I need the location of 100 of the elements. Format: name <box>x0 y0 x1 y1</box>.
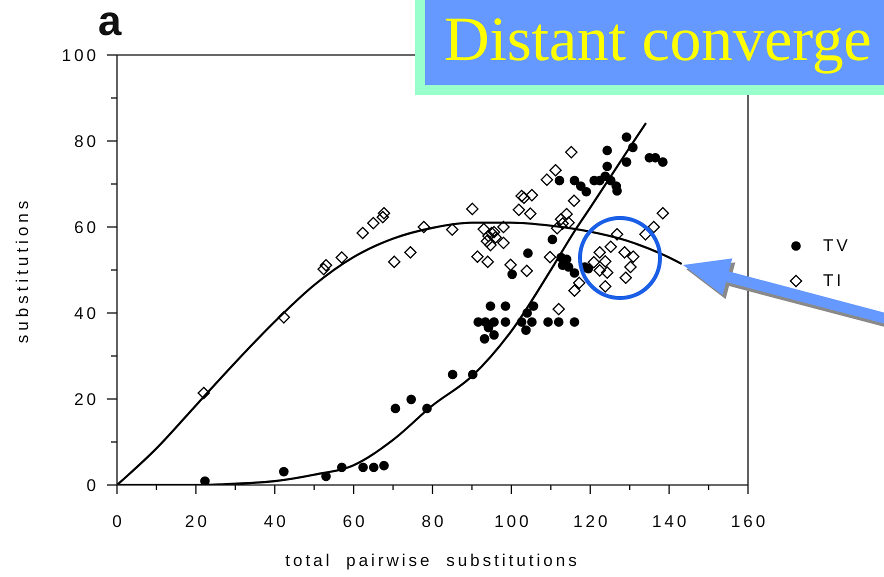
point <box>388 256 400 268</box>
point <box>500 317 510 327</box>
point <box>466 202 479 216</box>
point <box>507 270 517 280</box>
point <box>560 208 573 220</box>
point <box>602 146 612 156</box>
point <box>544 250 556 264</box>
point <box>321 472 331 482</box>
point <box>480 234 494 248</box>
point <box>598 255 612 268</box>
point <box>488 226 500 238</box>
point <box>480 334 490 344</box>
point <box>278 311 290 324</box>
point <box>624 260 637 274</box>
y-tick-label: 60 <box>74 218 99 238</box>
x-tick-label: 120 <box>573 512 610 531</box>
point <box>600 266 614 279</box>
point <box>446 223 458 236</box>
y-axis-title: substitutions <box>13 196 32 344</box>
point <box>526 188 538 202</box>
point <box>486 301 496 311</box>
point <box>548 234 558 244</box>
point <box>358 462 368 472</box>
point <box>554 317 564 327</box>
point <box>497 236 510 250</box>
point <box>418 220 430 234</box>
point <box>593 264 606 277</box>
point <box>527 317 537 327</box>
point <box>612 186 622 196</box>
point <box>481 256 494 268</box>
point <box>512 204 526 216</box>
x-axis-title: total pairwise substitutions <box>285 551 580 570</box>
point <box>570 176 580 186</box>
point <box>572 276 586 290</box>
point <box>610 228 624 241</box>
text: a <box>98 0 122 44</box>
x-tick-label: 100 <box>494 512 532 531</box>
point <box>376 210 390 224</box>
point <box>497 220 510 234</box>
point <box>518 192 530 204</box>
point <box>504 258 517 272</box>
point <box>356 226 369 240</box>
point <box>564 262 574 272</box>
point <box>200 476 210 485</box>
point <box>500 301 510 311</box>
point <box>448 370 458 380</box>
chart-title: Distant converge <box>444 4 872 74</box>
point <box>619 271 632 284</box>
point <box>489 330 499 340</box>
point <box>485 226 498 240</box>
point <box>582 186 592 197</box>
point <box>198 386 210 400</box>
point <box>568 194 580 208</box>
x-tick-label: 140 <box>652 512 690 531</box>
point <box>279 466 289 476</box>
point <box>524 207 537 220</box>
point <box>647 220 660 234</box>
point <box>336 462 347 472</box>
point <box>522 308 532 318</box>
point <box>528 301 538 311</box>
point <box>588 256 600 269</box>
x-tick-label: 20 <box>184 512 210 531</box>
point <box>520 264 534 278</box>
point <box>549 164 562 176</box>
point <box>489 231 502 244</box>
point <box>320 259 332 272</box>
point <box>378 206 390 220</box>
point <box>576 181 586 191</box>
point <box>604 240 618 254</box>
point <box>602 162 612 172</box>
point <box>554 213 568 226</box>
point <box>656 206 670 220</box>
point <box>484 238 497 252</box>
point <box>406 394 416 404</box>
point <box>336 251 348 264</box>
x-tick-label: 80 <box>422 512 446 531</box>
point <box>422 404 432 414</box>
legend-label: TV <box>823 236 851 256</box>
point <box>521 325 531 335</box>
point <box>618 246 631 259</box>
y-tick-label: 20 <box>74 390 99 410</box>
y-tick-label: 0 <box>86 476 99 496</box>
point <box>404 246 417 259</box>
point <box>516 317 526 327</box>
x-tick-label: 0 <box>112 512 125 531</box>
point <box>562 216 575 229</box>
point <box>626 250 640 263</box>
point <box>622 132 632 142</box>
point <box>583 264 594 274</box>
point <box>628 142 638 152</box>
point <box>484 322 494 332</box>
point <box>317 262 330 276</box>
x-tick-label: 60 <box>342 512 368 531</box>
point <box>515 190 528 202</box>
point <box>390 404 400 414</box>
point <box>367 216 380 230</box>
point <box>658 157 668 167</box>
point <box>368 462 379 472</box>
point <box>622 157 632 167</box>
point <box>570 268 580 278</box>
